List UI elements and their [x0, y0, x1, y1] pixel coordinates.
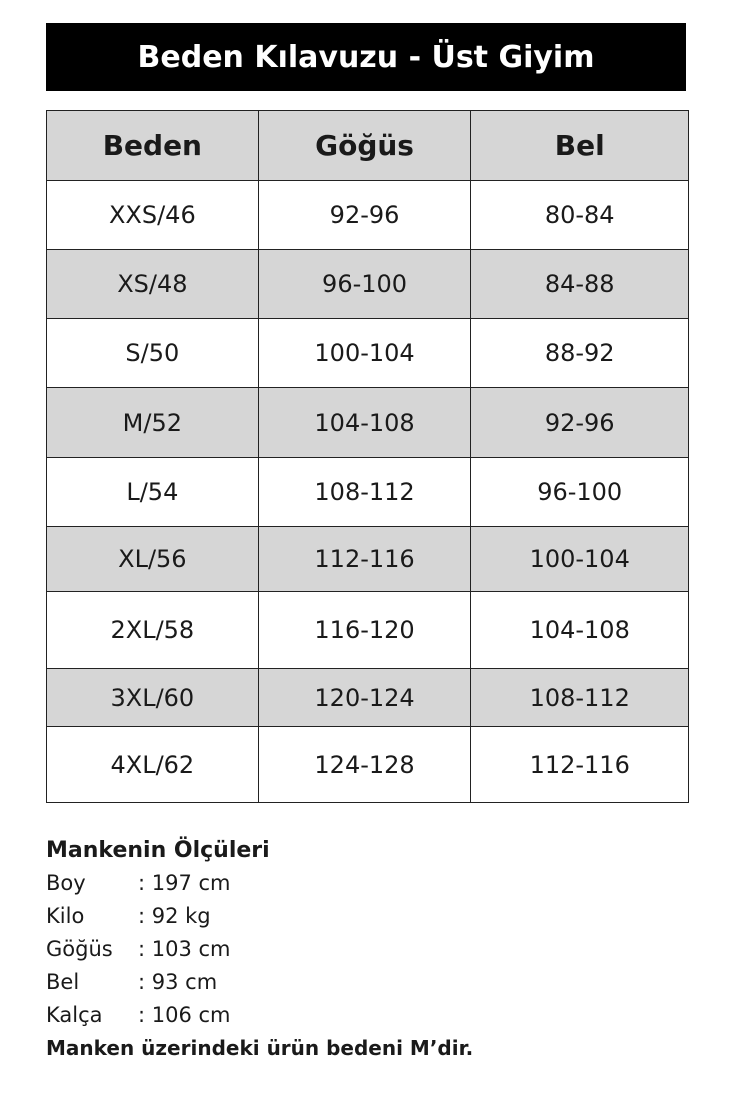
table-cell: XXS/46 [46, 180, 259, 250]
table-cell: 80-84 [470, 180, 689, 250]
table-cell: XL/56 [46, 526, 259, 592]
table-row: M/52 104-108 92-96 [46, 387, 689, 458]
model-measurements: Mankenin Ölçüleri Boy : 197 cm Kilo : 92 kg… [46, 834, 473, 1065]
table-cell: 84-88 [470, 249, 689, 319]
table-cell: S/50 [46, 318, 259, 388]
table-header-row: Beden Göğüs Bel [46, 110, 689, 181]
table-row: XL/56 112-116 100-104 [46, 526, 689, 592]
table-cell: 108-112 [470, 668, 689, 727]
table-row: 4XL/62 124-128 112-116 [46, 726, 689, 803]
header-beden: Beden [46, 110, 259, 181]
header-gogus: Göğüs [257, 110, 472, 181]
measurement-label: Bel [46, 970, 80, 994]
table-cell: XS/48 [46, 249, 259, 319]
table-cell: 104-108 [470, 591, 689, 669]
table-cell: 3XL/60 [46, 668, 259, 727]
table-cell: 104-108 [257, 387, 472, 458]
table-cell: 96-100 [257, 249, 472, 319]
table-cell: 100-104 [257, 318, 472, 388]
measurement-item: Bel : 93 cm [46, 966, 473, 999]
table-cell: 4XL/62 [46, 726, 259, 803]
measurement-value: : 92 kg [138, 904, 211, 928]
measurement-item: Göğüs : 103 cm [46, 933, 473, 966]
table-cell: 92-96 [470, 387, 689, 458]
measurement-label: Boy [46, 871, 86, 895]
header-bel: Bel [470, 110, 689, 181]
measurement-value: : 106 cm [138, 1003, 231, 1027]
table-cell: 100-104 [470, 526, 689, 592]
model-size-note: Manken üzerindeki ürün bedeni M’dir. [46, 1036, 474, 1060]
measurement-item: Kalça : 106 cm [46, 999, 473, 1032]
measurement-label: Kalça [46, 1003, 103, 1027]
table-row: 3XL/60 120-124 108-112 [46, 668, 689, 727]
table-cell: 112-116 [257, 526, 472, 592]
table-cell: 92-96 [257, 180, 472, 250]
table-row: XXS/46 92-96 80-84 [46, 180, 689, 250]
table-cell: L/54 [46, 457, 259, 527]
table-row: XS/48 96-100 84-88 [46, 249, 689, 319]
table-row: L/54 108-112 96-100 [46, 457, 689, 527]
measurement-label: Kilo [46, 904, 85, 928]
table-cell: 96-100 [470, 457, 689, 527]
measurement-item: Kilo : 92 kg [46, 900, 473, 933]
table-cell: 124-128 [257, 726, 472, 803]
table-cell: 120-124 [257, 668, 472, 727]
table-cell: 112-116 [470, 726, 689, 803]
table-row: 2XL/58 116-120 104-108 [46, 591, 689, 669]
page-title: Beden Kılavuzu - Üst Giyim [46, 23, 686, 91]
measurement-item: Boy : 197 cm [46, 867, 473, 900]
model-heading: Mankenin Ölçüleri [46, 838, 270, 863]
size-table: Beden Göğüs Bel XXS/46 92-96 80-84 XS/48 96-… [46, 110, 689, 803]
table-cell: 116-120 [257, 591, 472, 669]
table-row: S/50 100-104 88-92 [46, 318, 689, 388]
measurement-label: Göğüs [46, 937, 113, 961]
measurement-value: : 197 cm [138, 871, 231, 895]
table-cell: 108-112 [257, 457, 472, 527]
table-cell: 88-92 [470, 318, 689, 388]
table-cell: M/52 [46, 387, 259, 458]
measurement-value: : 103 cm [138, 937, 231, 961]
table-cell: 2XL/58 [46, 591, 259, 669]
measurement-value: : 93 cm [138, 970, 218, 994]
